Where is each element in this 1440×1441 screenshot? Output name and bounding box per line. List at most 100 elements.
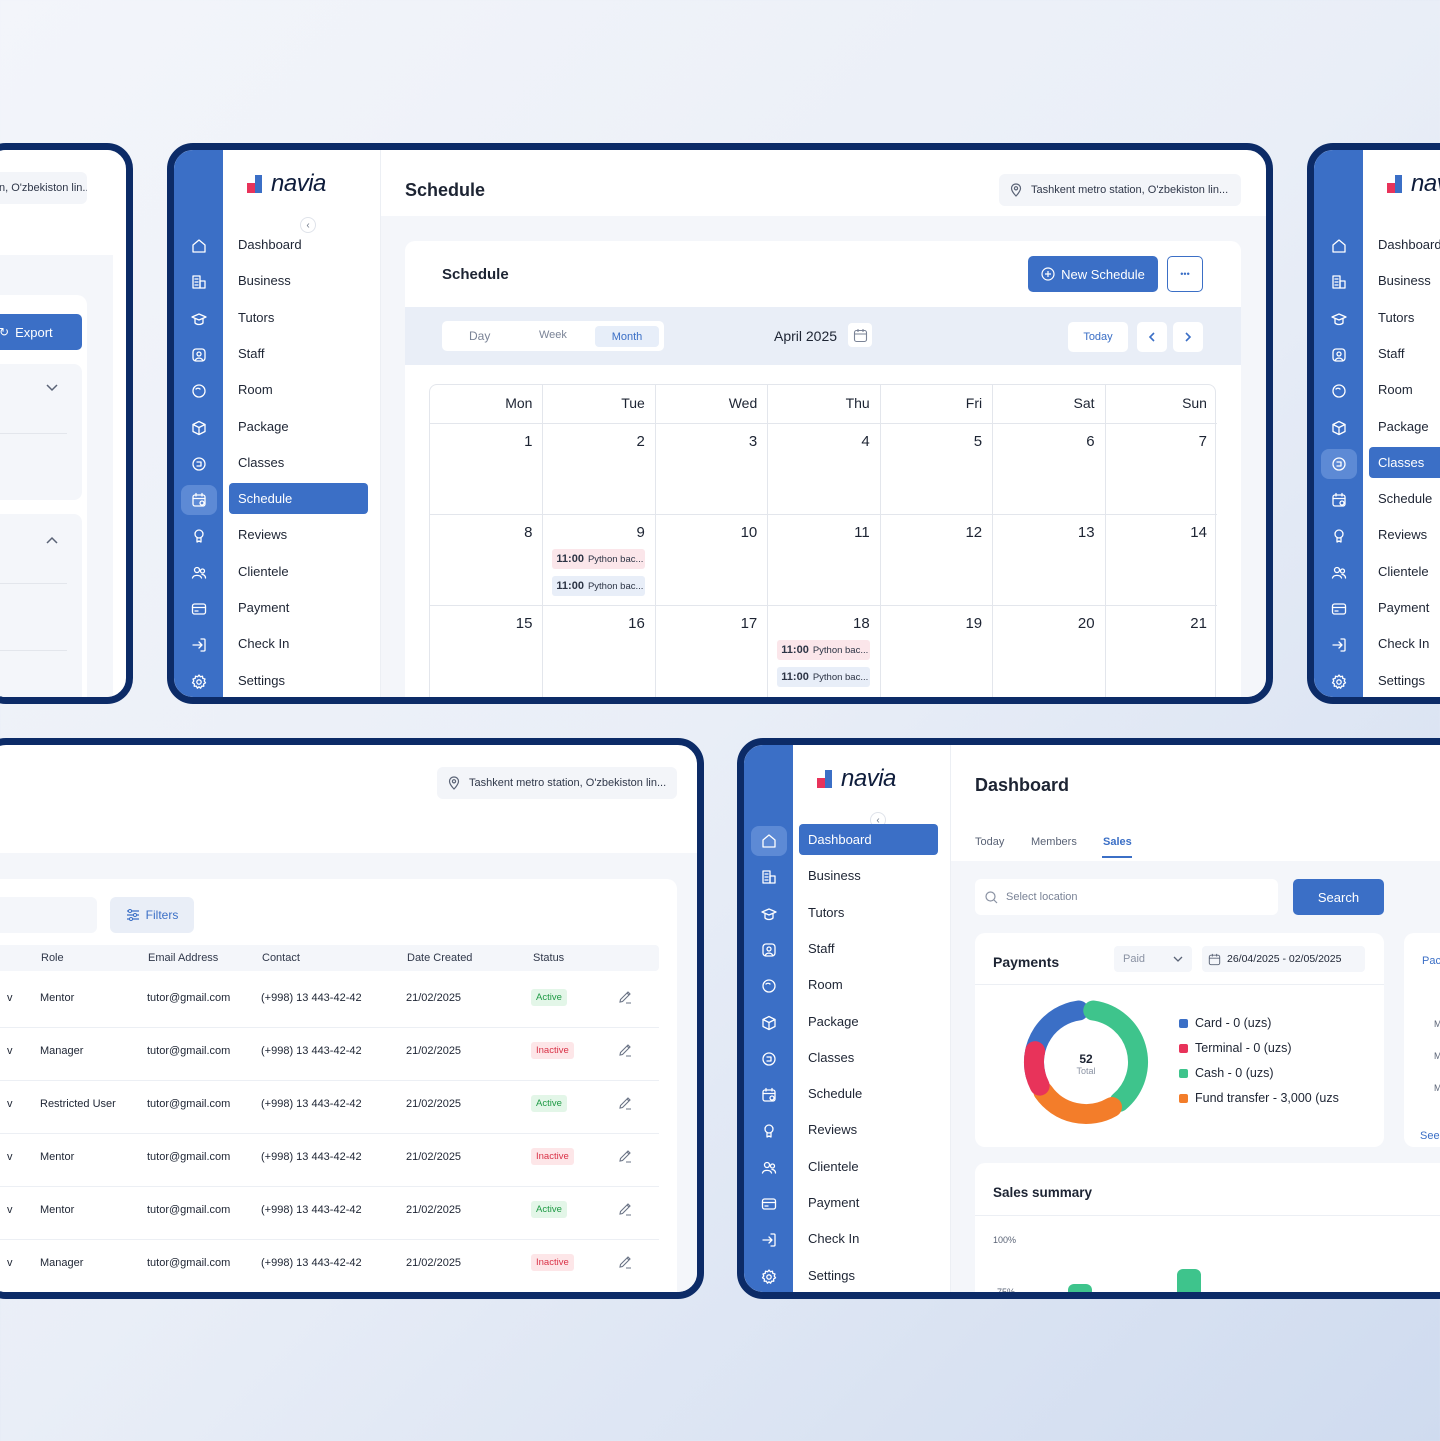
rail-reviews-icon[interactable] [751,1116,787,1146]
sidebar-item-business[interactable]: Business [238,273,291,289]
edit-pencil-icon[interactable] [617,1148,633,1164]
rail-tutors-icon[interactable] [1321,304,1357,334]
rail-home-icon[interactable] [181,231,217,261]
sidebar-item-dashboard[interactable]: Dashboard [799,824,938,855]
sidebar-item-schedule[interactable]: Schedule [1378,491,1433,507]
status-filter-select[interactable]: Paid [1114,946,1192,972]
rail-payment-icon[interactable] [1321,594,1357,624]
new-schedule-button[interactable]: New Schedule [1028,256,1158,292]
rail-package-icon[interactable] [751,1008,787,1038]
sidebar-item-staff[interactable]: Staff [238,345,265,361]
rail-room-icon[interactable] [751,971,787,1001]
view-tab-month[interactable]: Month [595,326,659,347]
sidebar-item-dashboard[interactable]: Dashboard [1378,237,1440,252]
rail-clientele-icon[interactable] [181,558,217,588]
sidebar-item-clientele[interactable]: Clientele [238,563,289,579]
sidebar-item-tutors[interactable]: Tutors [808,904,845,920]
calendar-day-cell[interactable]: 18 [853,615,870,632]
rail-business-icon[interactable] [1321,267,1357,297]
edit-pencil-icon[interactable] [617,1095,633,1111]
sidebar-item-payment[interactable]: Payment [808,1195,860,1210]
sidebar-item-payment[interactable]: Payment [238,600,290,615]
sidebar-item-dashboard[interactable]: Dashboard [238,237,302,252]
sidebar-item-tutors[interactable]: Tutors [238,309,275,325]
rail-schedule-icon[interactable] [751,1080,787,1110]
sidebar-item-classes[interactable]: Classes [238,454,285,470]
sidebar-item-package[interactable]: Package [1378,418,1429,434]
rail-payment-icon[interactable] [181,594,217,624]
rail-room-icon[interactable] [181,376,217,406]
rail-staff-icon[interactable] [181,340,217,370]
tab-sales[interactable]: Sales [1103,836,1132,848]
sidebar-item-clientele[interactable]: Clientele [1378,563,1429,579]
sidebar-item-clientele[interactable]: Clientele [808,1158,859,1174]
rail-home-icon[interactable] [1321,231,1357,261]
sidebar-item-check-in[interactable]: Check In [1378,636,1430,652]
rail-settings-icon[interactable] [181,667,217,697]
calendar-day-cell[interactable]: 2 [636,433,645,450]
search-button[interactable]: Search [1293,879,1384,915]
sidebar-item-classes[interactable]: Classes [1369,446,1440,478]
edit-pencil-icon[interactable] [617,1254,633,1270]
edit-pencil-icon[interactable] [617,1042,633,1058]
sidebar-item-schedule[interactable]: Schedule [229,483,368,515]
calendar-day-cell[interactable]: 13 [1077,524,1095,541]
view-tab-week[interactable]: Week [539,329,567,341]
rail-schedule-icon[interactable] [181,485,217,516]
next-month-button[interactable] [1173,322,1203,352]
calendar-day-cell[interactable]: 8 [524,524,533,541]
rail-clientele-icon[interactable] [751,1153,787,1183]
export-button[interactable]: ↻ Export [0,314,82,350]
calendar-day-cell[interactable]: 10 [740,524,758,541]
calendar-day-cell[interactable]: 9 [636,524,645,541]
sidebar-item-reviews[interactable]: Reviews [1378,527,1428,543]
sidebar-item-reviews[interactable]: Reviews [238,527,288,543]
rail-business-icon[interactable] [751,862,787,892]
view-tab-day[interactable]: Day [469,329,491,343]
sidebar-item-check-in[interactable]: Check In [808,1231,860,1247]
calendar-day-cell[interactable]: 15 [515,615,533,632]
calendar-day-cell[interactable]: 21 [1190,615,1207,632]
calendar-day-cell[interactable]: 5 [973,433,983,450]
chevron-down-icon[interactable] [45,382,59,396]
sidebar-item-room[interactable]: Room [808,977,843,993]
sidebar-item-classes[interactable]: Classes [808,1049,855,1065]
sidebar-item-settings[interactable]: Settings [1378,672,1425,688]
calendar-day-cell[interactable]: 3 [748,433,758,450]
calendar-day-cell[interactable]: 16 [628,615,645,632]
schedule-event[interactable]: 11:00 Python bac... [552,576,645,596]
rail-classes-icon[interactable] [1321,448,1357,479]
rail-reviews-icon[interactable] [1321,521,1357,551]
sidebar-item-tutors[interactable]: Tutors [1378,309,1415,325]
rail-package-icon[interactable] [1321,413,1357,443]
sidebar-item-reviews[interactable]: Reviews [808,1122,858,1138]
rail-staff-icon[interactable] [751,935,787,965]
calendar-day-cell[interactable]: 20 [1077,615,1095,632]
more-options-button[interactable]: ••• [1167,256,1203,292]
sidebar-item-staff[interactable]: Staff [808,940,835,956]
rail-clientele-icon[interactable] [1321,558,1357,588]
rail-package-icon[interactable] [181,413,217,443]
rail-staff-icon[interactable] [1321,340,1357,370]
calendar-icon[interactable] [848,323,872,347]
rail-payment-icon[interactable] [751,1189,787,1219]
calendar-day-cell[interactable]: 11 [854,524,870,541]
schedule-event[interactable]: 11:00 Python bac... [552,549,645,569]
chevron-up-icon[interactable] [45,532,59,550]
sidebar-item-business[interactable]: Business [1378,273,1431,289]
column-header[interactable]: Date Created [407,952,473,964]
calendar-day-cell[interactable]: 1 [524,433,533,450]
calendar-day-cell[interactable]: 7 [1198,433,1207,450]
edit-pencil-icon[interactable] [617,1201,633,1217]
sidebar-item-payment[interactable]: Payment [1378,600,1430,615]
collapse-sidebar-button[interactable]: ‹ [300,217,316,233]
rail-tutors-icon[interactable] [751,899,787,929]
sidebar-item-business[interactable]: Business [808,868,861,884]
schedule-event[interactable]: 11:00 Python bac... [777,640,870,660]
sidebar-item-settings[interactable]: Settings [238,672,285,688]
calendar-day-cell[interactable]: 12 [965,524,983,541]
rail-home-icon[interactable] [751,826,787,856]
location-pill[interactable]: Tashkent metro station, O'zbekiston lin.… [999,174,1241,206]
prev-month-button[interactable] [1137,322,1167,352]
sidebar-item-settings[interactable]: Settings [808,1267,855,1283]
